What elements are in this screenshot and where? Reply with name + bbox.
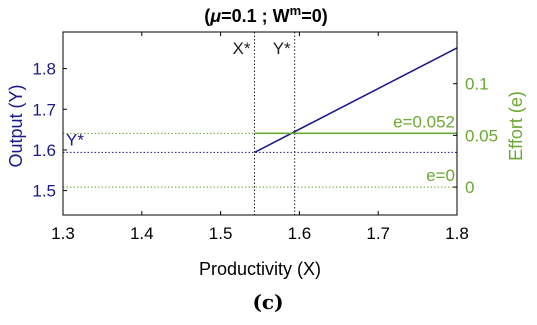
y-right-tick-label: 0.1 [465,75,489,94]
effort-high-label: e=0.052 [393,112,455,131]
x-axis-label: Productivity (X) [199,259,321,279]
y-left-tick-label: 1.8 [32,60,56,79]
x-tick-label: 1.5 [209,224,233,243]
y-star-vertical-label: Y* [273,39,291,58]
y-right-tick-label: 0.05 [465,126,498,145]
x-tick-label: 1.4 [130,224,154,243]
y-axis-label-left: Output (Y) [6,84,26,167]
output-series-line [254,47,458,154]
y-left-tick-label: 1.7 [32,100,56,119]
y-left-tick-label: 1.6 [32,141,56,160]
x-star-label: X* [233,39,251,58]
chart-title: (μ=0.1 ; Wm=0) [204,3,327,26]
plot-frame [62,31,458,216]
x-tick-label: 1.6 [288,224,312,243]
x-tick-label: 1.8 [445,224,469,243]
effort-zero-label: e=0 [426,166,455,185]
figure-caption: (c) [252,290,283,314]
x-tick-label: 1.7 [366,224,390,243]
y-star-level-label: Y* [66,130,84,149]
x-tick-label: 1.3 [51,224,75,243]
y-right-tick-label: 0 [465,178,474,197]
y-left-tick-label: 1.5 [32,182,56,201]
y-axis-label-right: Effort (e) [506,91,526,161]
